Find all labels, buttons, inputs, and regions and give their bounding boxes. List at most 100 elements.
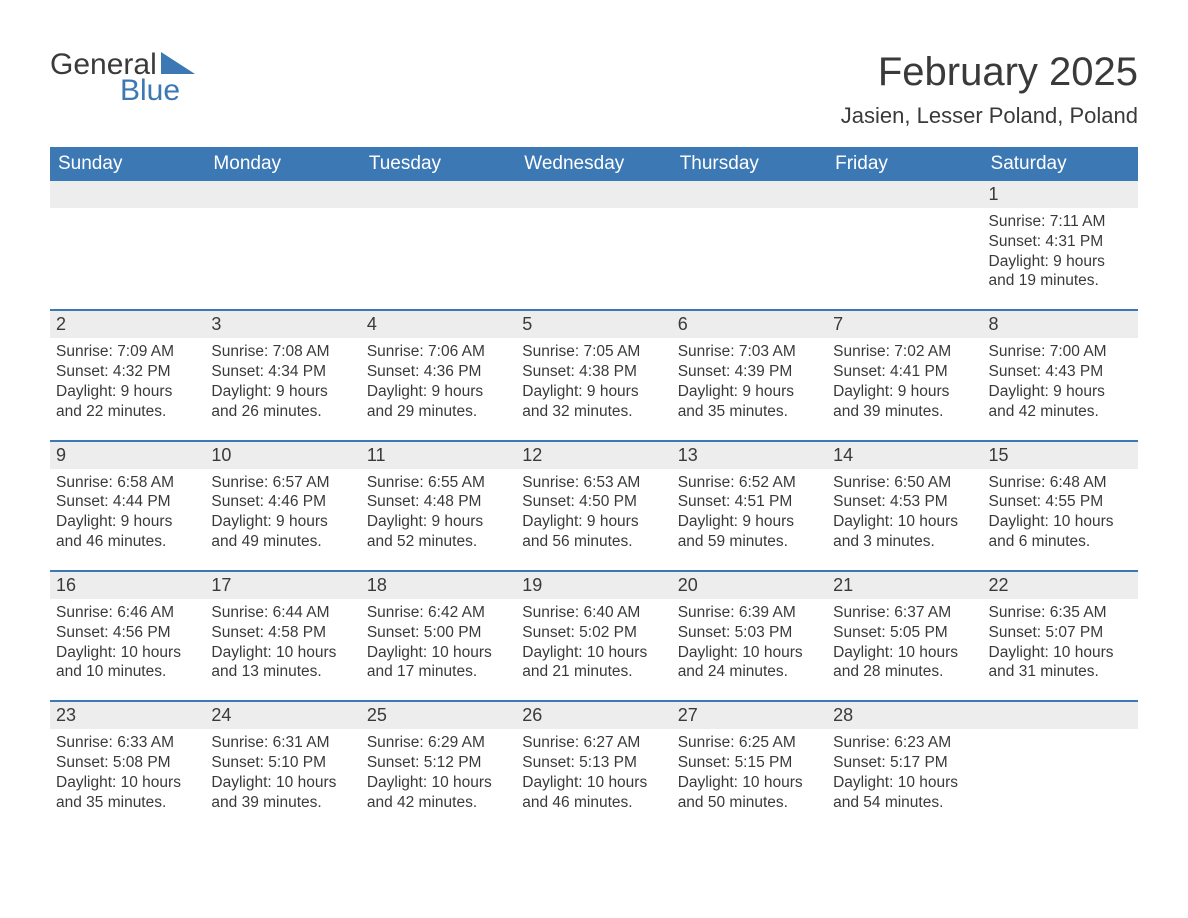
day-number: 12 [516,442,671,469]
sunrise-line-label: Sunrise: [833,474,890,491]
daylight-line: Daylight: 10 hours and 6 minutes. [989,512,1132,552]
sunrise-line-label: Sunrise: [367,343,424,360]
calendar-cell: 12Sunrise: 6:53 AMSunset: 4:50 PMDayligh… [516,442,671,560]
daylight-line: Daylight: 10 hours and 17 minutes. [367,643,510,683]
daylight-line: Daylight: 10 hours and 3 minutes. [833,512,976,552]
sunset-line: Sunset: 4:58 PM [211,623,354,643]
daylight-line: Daylight: 9 hours and 49 minutes. [211,512,354,552]
sunrise-line-value: 6:44 AM [273,604,330,621]
sunset-line-label: Sunset: [678,493,731,510]
calendar-cell: 11Sunrise: 6:55 AMSunset: 4:48 PMDayligh… [361,442,516,560]
sunrise-line: Sunrise: 6:29 AM [367,733,510,753]
daylight-line-label: Daylight: [833,513,893,530]
daylight-line-label: Daylight: [678,774,738,791]
cell-body: Sunrise: 6:42 AMSunset: 5:00 PMDaylight:… [361,599,516,690]
day-number: 9 [50,442,205,469]
calendar-cell [516,181,671,299]
calendar-cell: 2Sunrise: 7:09 AMSunset: 4:32 PMDaylight… [50,311,205,429]
sunset-line: Sunset: 5:08 PM [56,753,199,773]
sunrise-line-value: 6:58 AM [117,474,174,491]
sunset-line-label: Sunset: [678,624,731,641]
sunrise-line-value: 7:08 AM [273,343,330,360]
sunset-line: Sunset: 5:00 PM [367,623,510,643]
sunrise-line: Sunrise: 6:33 AM [56,733,199,753]
sunset-line-value: 4:43 PM [1045,363,1103,380]
sunrise-line: Sunrise: 6:40 AM [522,603,665,623]
sunset-line-label: Sunset: [833,624,886,641]
day-number: 24 [205,702,360,729]
sunrise-line: Sunrise: 7:00 AM [989,342,1132,362]
daylight-line-label: Daylight: [522,383,582,400]
sunset-line: Sunset: 4:48 PM [367,492,510,512]
sunset-line-value: 5:00 PM [424,624,482,641]
daylight-line-label: Daylight: [989,383,1049,400]
dayheader-row: SundayMondayTuesdayWednesdayThursdayFrid… [50,147,1138,181]
sunrise-line-value: 7:05 AM [583,343,640,360]
sunset-line-label: Sunset: [522,624,575,641]
sunset-line-label: Sunset: [522,363,575,380]
cell-body: Sunrise: 6:52 AMSunset: 4:51 PMDaylight:… [672,469,827,560]
sunrise-line-label: Sunrise: [833,734,890,751]
cell-body: Sunrise: 6:29 AMSunset: 5:12 PMDaylight:… [361,729,516,820]
sunset-line-value: 4:31 PM [1045,233,1103,250]
day-number: 15 [983,442,1138,469]
dayheader: Thursday [672,147,827,181]
cell-body: Sunrise: 6:50 AMSunset: 4:53 PMDaylight:… [827,469,982,560]
sunset-line: Sunset: 4:39 PM [678,362,821,382]
sunset-line: Sunset: 4:55 PM [989,492,1132,512]
daylight-line-label: Daylight: [522,644,582,661]
sunrise-line: Sunrise: 6:57 AM [211,473,354,493]
day-number: 20 [672,572,827,599]
sunset-line: Sunset: 5:02 PM [522,623,665,643]
day-number: 17 [205,572,360,599]
calendar-cell: 7Sunrise: 7:02 AMSunset: 4:41 PMDaylight… [827,311,982,429]
sunset-line-value: 5:03 PM [735,624,793,641]
sunrise-line-label: Sunrise: [989,604,1046,621]
sunrise-line-value: 6:39 AM [739,604,796,621]
sunset-line: Sunset: 4:41 PM [833,362,976,382]
sunset-line: Sunset: 4:36 PM [367,362,510,382]
daylight-line: Daylight: 10 hours and 31 minutes. [989,643,1132,683]
sunset-line: Sunset: 5:03 PM [678,623,821,643]
calendar-cell: 17Sunrise: 6:44 AMSunset: 4:58 PMDayligh… [205,572,360,690]
day-number [361,181,516,208]
day-number: 28 [827,702,982,729]
sunset-line: Sunset: 5:05 PM [833,623,976,643]
dayheader: Sunday [50,147,205,181]
calendar-cell [361,181,516,299]
day-number: 14 [827,442,982,469]
calendar-cell: 18Sunrise: 6:42 AMSunset: 5:00 PMDayligh… [361,572,516,690]
sunset-line-value: 5:10 PM [268,754,326,771]
day-number: 6 [672,311,827,338]
brand-logo: General Blue [50,50,195,106]
daylight-line: Daylight: 10 hours and 10 minutes. [56,643,199,683]
sunset-line-value: 4:51 PM [735,493,793,510]
cell-body: Sunrise: 7:00 AMSunset: 4:43 PMDaylight:… [983,338,1138,429]
sunset-line-value: 5:07 PM [1045,624,1103,641]
daylight-line-label: Daylight: [989,253,1049,270]
calendar-cell: 4Sunrise: 7:06 AMSunset: 4:36 PMDaylight… [361,311,516,429]
sunset-line: Sunset: 4:50 PM [522,492,665,512]
sunset-line-label: Sunset: [522,493,575,510]
sunset-line-label: Sunset: [56,754,109,771]
day-number: 25 [361,702,516,729]
sunrise-line-value: 6:52 AM [739,474,796,491]
sunrise-line: Sunrise: 6:39 AM [678,603,821,623]
day-number: 22 [983,572,1138,599]
daylight-line: Daylight: 9 hours and 46 minutes. [56,512,199,552]
sunset-line-value: 5:17 PM [890,754,948,771]
day-number [983,702,1138,729]
sunset-line-label: Sunset: [211,363,264,380]
sunrise-line-label: Sunrise: [367,474,424,491]
sunrise-line: Sunrise: 6:53 AM [522,473,665,493]
daylight-line-label: Daylight: [56,774,116,791]
sunrise-line-value: 7:06 AM [428,343,485,360]
sunset-line-label: Sunset: [678,754,731,771]
daylight-line-label: Daylight: [833,644,893,661]
sunrise-line-value: 7:03 AM [739,343,796,360]
cell-body: Sunrise: 6:33 AMSunset: 5:08 PMDaylight:… [50,729,205,820]
calendar-cell: 14Sunrise: 6:50 AMSunset: 4:53 PMDayligh… [827,442,982,560]
daylight-line: Daylight: 9 hours and 22 minutes. [56,382,199,422]
sunrise-line-label: Sunrise: [522,474,579,491]
sunrise-line: Sunrise: 6:31 AM [211,733,354,753]
